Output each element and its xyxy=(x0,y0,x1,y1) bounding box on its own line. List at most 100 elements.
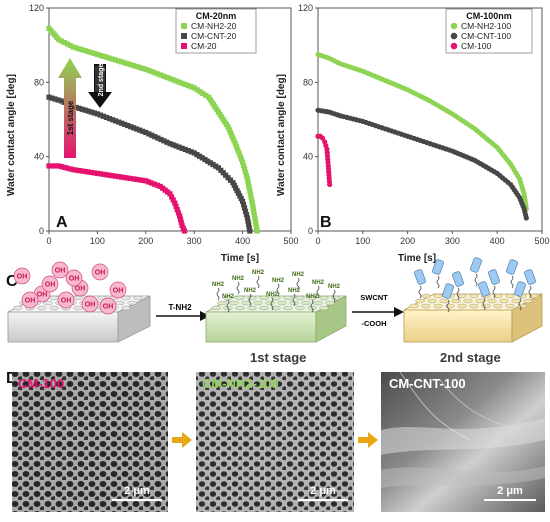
linker-chain xyxy=(316,285,320,299)
data-point xyxy=(202,156,208,163)
data-point xyxy=(76,168,82,174)
legend-a: CM-20nm CM-NH2-20 CM-CNT-20 CM-20 xyxy=(175,8,257,54)
data-point xyxy=(240,159,246,165)
linker-chain xyxy=(482,297,486,311)
data-point xyxy=(170,197,176,203)
data-point xyxy=(200,90,206,97)
membrane-pores-nh2 xyxy=(211,295,341,311)
data-point xyxy=(79,47,85,53)
data-point xyxy=(247,191,254,197)
x-tick-label: 300 xyxy=(187,236,202,246)
pore xyxy=(211,305,221,311)
linker-chain xyxy=(446,299,450,313)
x-tick-label: 100 xyxy=(90,236,105,246)
pore xyxy=(499,298,509,304)
first-stage-label: 1st stage xyxy=(66,100,75,135)
pore xyxy=(421,303,431,309)
reaction-arrow-1: T-NH2 xyxy=(156,303,210,321)
data-point xyxy=(196,153,203,159)
data-point xyxy=(172,200,178,206)
marks-a xyxy=(46,25,260,234)
legend-marker-cnt-a xyxy=(181,33,187,39)
data-point xyxy=(249,197,255,203)
data-point xyxy=(103,54,110,60)
data-point xyxy=(170,77,176,83)
y-tick-label: 40 xyxy=(303,152,313,162)
nh2-label: NH2 xyxy=(306,294,319,300)
data-point xyxy=(229,132,235,138)
linker-chain xyxy=(296,277,300,291)
data-point xyxy=(119,120,125,126)
data-point xyxy=(143,178,149,184)
data-point xyxy=(253,225,260,231)
data-point xyxy=(194,87,200,93)
data-point xyxy=(76,105,82,111)
y-tick-label: 80 xyxy=(34,77,44,87)
oh-label: OH xyxy=(113,288,124,295)
oh-label: OH xyxy=(17,274,28,281)
data-point xyxy=(82,107,88,113)
axes-b: 0 100 200 300 400 500 0 40 80 120 xyxy=(298,3,550,246)
data-point xyxy=(238,196,244,202)
stage-1-caption: 1st stage xyxy=(250,350,306,365)
data-point xyxy=(176,79,182,85)
marks-b xyxy=(315,51,529,221)
cnt-tube xyxy=(414,269,426,285)
data-point xyxy=(112,118,119,124)
pore xyxy=(295,305,305,311)
pore xyxy=(121,305,131,311)
pore xyxy=(235,305,245,311)
data-point xyxy=(197,89,203,95)
x-tick-label: 100 xyxy=(355,236,370,246)
pore xyxy=(439,298,449,304)
pore xyxy=(493,293,503,299)
data-point xyxy=(167,76,173,82)
data-point xyxy=(103,114,110,121)
data-point xyxy=(79,168,85,174)
data-point xyxy=(191,85,197,91)
data-point xyxy=(155,71,161,77)
pore xyxy=(295,295,305,301)
linker-chain xyxy=(256,275,260,289)
data-point xyxy=(143,129,149,136)
oh-label: OH xyxy=(37,292,48,299)
data-point xyxy=(210,161,216,168)
data-point xyxy=(52,163,59,169)
pore xyxy=(73,305,83,311)
data-point xyxy=(109,56,116,62)
data-point xyxy=(52,96,58,102)
cnt-tube xyxy=(506,259,518,275)
data-point xyxy=(134,176,140,183)
data-point xyxy=(67,166,73,172)
axes-a: 0 100 200 300 400 500 0 40 80 120 xyxy=(29,3,299,246)
sem-image-1: CM-100 2 μm xyxy=(12,372,168,512)
data-point xyxy=(94,51,100,58)
data-point xyxy=(252,219,259,225)
data-point xyxy=(164,139,170,145)
linker-chain xyxy=(510,275,514,289)
y-tick-label: 120 xyxy=(298,3,313,13)
cnt-tube xyxy=(514,281,526,297)
pore xyxy=(121,295,131,301)
data-point xyxy=(158,72,164,78)
pore xyxy=(433,303,443,309)
oh-label: OH xyxy=(85,302,96,309)
data-point xyxy=(240,162,247,169)
pore xyxy=(517,303,527,309)
linker-chain xyxy=(310,299,314,313)
data-point xyxy=(246,185,252,191)
pore xyxy=(421,293,431,299)
pore xyxy=(325,300,335,306)
data-point xyxy=(178,219,184,225)
data-point xyxy=(125,122,131,129)
data-point xyxy=(58,98,64,104)
data-point xyxy=(240,198,246,204)
linker-chain xyxy=(492,285,496,299)
linker-chain xyxy=(276,283,280,297)
scale-label-2: 2 μm xyxy=(310,485,336,497)
data-point xyxy=(100,171,107,177)
nh2-label: NH2 xyxy=(232,276,245,282)
data-point xyxy=(55,97,61,103)
pore xyxy=(43,300,53,306)
